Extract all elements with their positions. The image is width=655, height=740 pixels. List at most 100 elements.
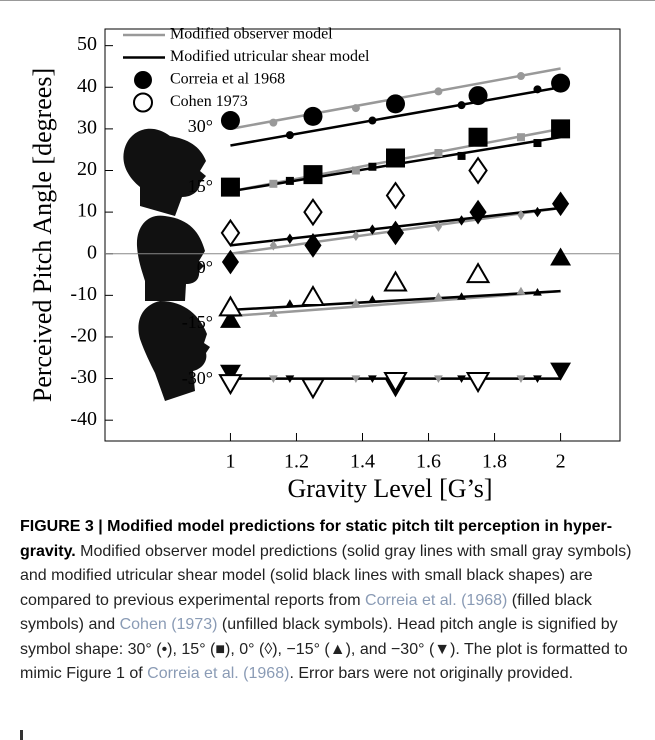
caption-link[interactable]: Correia et al. (1968) (365, 591, 508, 609)
data-point (220, 111, 240, 131)
data-point (286, 233, 294, 244)
data-point (285, 299, 295, 307)
data-point (551, 73, 571, 93)
y-tick-label: 0 (87, 241, 97, 263)
data-point (368, 375, 377, 383)
data-point (300, 284, 326, 307)
data-point (285, 131, 294, 140)
caption-text: (filled black symbols) and (20, 591, 592, 634)
angle-annotation: -15° (182, 312, 213, 332)
caption-link[interactable]: Cohen (1973) (119, 616, 218, 633)
data-point (468, 127, 488, 147)
data-point (351, 375, 361, 383)
angle-annotation: 30° (188, 116, 213, 136)
data-point (383, 372, 408, 394)
y-tick-label: 20 (77, 158, 97, 180)
data-point (368, 162, 377, 171)
data-point (516, 72, 525, 81)
x-tick-label: 1.4 (350, 451, 375, 473)
legend-label: Modified observer model (170, 26, 333, 43)
y-tick-label: 30 (77, 116, 97, 138)
data-point (385, 181, 406, 210)
data-point (386, 148, 406, 168)
angle-annotation: -30° (182, 368, 213, 388)
figure-caption: FIGURE 3 | Modified model predictions fo… (20, 515, 640, 687)
data-point (351, 166, 360, 175)
data-point (457, 292, 466, 300)
data-point (352, 230, 360, 242)
data-point (300, 378, 326, 400)
data-point (465, 372, 491, 394)
data-point (516, 286, 526, 295)
x-tick-label: 2 (556, 451, 566, 473)
data-point (465, 262, 491, 284)
y-tick-label: -10 (70, 283, 97, 305)
data-point (219, 364, 241, 383)
caption-text: Modified observer model predictions (sol… (20, 542, 632, 609)
caption-text: (unfilled black symbols). Head pitch ang… (20, 616, 628, 682)
angle-annotation: 0° (197, 257, 213, 277)
data-point (386, 94, 406, 114)
data-point (533, 85, 542, 94)
legend-marker (134, 71, 152, 89)
data-point (457, 151, 466, 160)
y-tick-label: -20 (70, 325, 97, 347)
data-point (220, 218, 241, 248)
legend-label: Cohen 1973 (170, 93, 248, 110)
data-point (434, 292, 443, 300)
data-point (516, 375, 526, 383)
y-tick-label: -40 (70, 408, 97, 430)
data-point (268, 309, 278, 317)
y-tick-label: 10 (77, 200, 97, 222)
data-point (434, 149, 443, 158)
caption-text: . Error bars were not originally provide… (289, 665, 574, 682)
head-silhouettes (123, 128, 210, 401)
data-point (550, 362, 572, 381)
data-point (457, 375, 466, 383)
data-point (533, 206, 542, 218)
data-point (303, 106, 323, 126)
data-point (550, 247, 572, 266)
data-point (516, 133, 525, 142)
legend-label: Modified utricular shear model (170, 48, 370, 65)
data-point (551, 119, 571, 139)
data-point (386, 220, 405, 246)
data-point (269, 240, 277, 251)
data-point (383, 270, 408, 292)
model-line (230, 289, 561, 312)
bottom-rule (20, 730, 23, 740)
data-point (457, 215, 466, 226)
data-point (434, 221, 443, 232)
model-line (230, 86, 561, 147)
data-point (220, 177, 240, 197)
data-point (533, 139, 542, 148)
x-axis-label: Gravity Level [G’s] (287, 474, 492, 503)
data-point (351, 298, 361, 307)
data-point (457, 101, 466, 110)
data-point (221, 249, 239, 275)
data-point (368, 116, 377, 125)
data-point (304, 233, 322, 258)
data-point (469, 199, 487, 225)
data-point (269, 179, 278, 188)
legend-label: Correia et al 1968 (170, 71, 285, 88)
caption-link[interactable]: Correia et al. (1968) (147, 665, 290, 682)
y-tick-label: 40 (77, 75, 97, 97)
data-point (285, 176, 294, 185)
data-point (533, 288, 542, 296)
y-axis-label: Perceived Pitch Angle [degrees] (28, 68, 57, 402)
x-tick-label: 1.6 (416, 451, 441, 473)
y-tick-label: 50 (77, 33, 97, 55)
data-point (218, 374, 243, 396)
data-point (303, 165, 323, 185)
data-point (218, 295, 243, 317)
angle-annotation: 15° (188, 176, 213, 196)
x-tick-label: 1.2 (284, 451, 309, 473)
caption-label: FIGURE 3 | Modified model predictions fo… (20, 518, 613, 560)
data-point (468, 156, 488, 185)
data-point (368, 224, 377, 235)
data-point (533, 375, 542, 383)
data-point (351, 104, 360, 113)
data-point (434, 87, 443, 96)
